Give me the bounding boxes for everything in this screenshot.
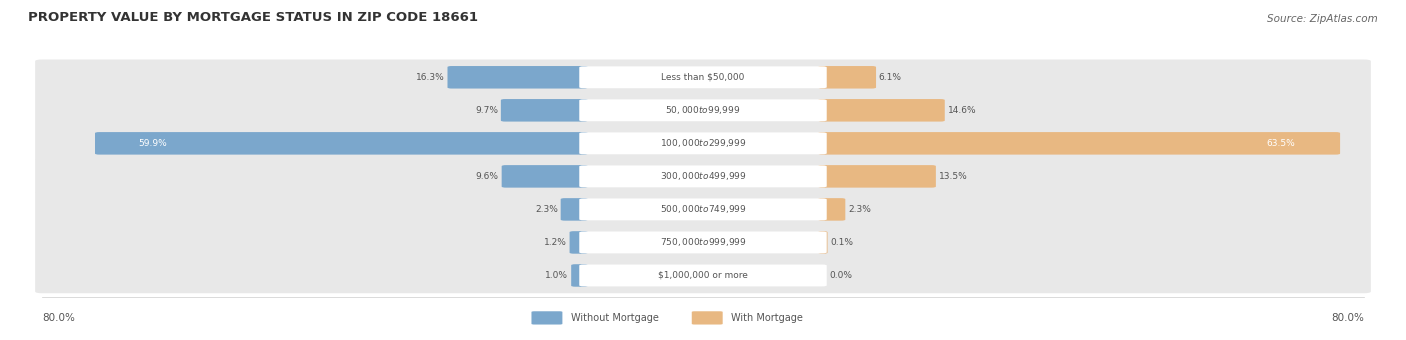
Text: 0.1%: 0.1%	[831, 238, 853, 247]
Text: 6.1%: 6.1%	[879, 73, 901, 82]
FancyBboxPatch shape	[35, 258, 1371, 293]
Text: 16.3%: 16.3%	[416, 73, 444, 82]
FancyBboxPatch shape	[579, 132, 827, 154]
Text: 80.0%: 80.0%	[42, 313, 75, 323]
FancyBboxPatch shape	[35, 158, 1371, 194]
FancyBboxPatch shape	[447, 66, 588, 88]
Text: Without Mortgage: Without Mortgage	[571, 313, 658, 323]
FancyBboxPatch shape	[818, 165, 936, 188]
FancyBboxPatch shape	[579, 232, 827, 253]
Text: 80.0%: 80.0%	[1331, 313, 1364, 323]
Text: 9.6%: 9.6%	[475, 172, 499, 181]
Text: 59.9%: 59.9%	[138, 139, 167, 148]
FancyBboxPatch shape	[561, 198, 588, 221]
FancyBboxPatch shape	[35, 192, 1371, 227]
FancyBboxPatch shape	[35, 225, 1371, 260]
Text: 14.6%: 14.6%	[948, 106, 976, 115]
Text: $1,000,000 or more: $1,000,000 or more	[658, 271, 748, 280]
Text: 0.0%: 0.0%	[830, 271, 852, 280]
FancyBboxPatch shape	[531, 311, 562, 324]
FancyBboxPatch shape	[571, 264, 588, 287]
Text: 63.5%: 63.5%	[1265, 139, 1295, 148]
FancyBboxPatch shape	[818, 66, 876, 88]
FancyBboxPatch shape	[35, 92, 1371, 128]
FancyBboxPatch shape	[818, 99, 945, 122]
FancyBboxPatch shape	[35, 125, 1371, 161]
Text: 2.3%: 2.3%	[848, 205, 870, 214]
Text: $500,000 to $749,999: $500,000 to $749,999	[659, 203, 747, 216]
Text: PROPERTY VALUE BY MORTGAGE STATUS IN ZIP CODE 18661: PROPERTY VALUE BY MORTGAGE STATUS IN ZIP…	[28, 11, 478, 24]
Text: 1.2%: 1.2%	[544, 238, 567, 247]
Text: 2.3%: 2.3%	[536, 205, 558, 214]
Text: With Mortgage: With Mortgage	[731, 313, 803, 323]
Text: 1.0%: 1.0%	[546, 271, 568, 280]
Text: $750,000 to $999,999: $750,000 to $999,999	[659, 236, 747, 249]
FancyBboxPatch shape	[818, 231, 828, 254]
FancyBboxPatch shape	[579, 166, 827, 187]
FancyBboxPatch shape	[579, 99, 827, 121]
FancyBboxPatch shape	[579, 265, 827, 286]
FancyBboxPatch shape	[502, 165, 588, 188]
FancyBboxPatch shape	[818, 132, 1340, 155]
FancyBboxPatch shape	[501, 99, 588, 122]
Text: 9.7%: 9.7%	[475, 106, 498, 115]
Text: Less than $50,000: Less than $50,000	[661, 73, 745, 82]
FancyBboxPatch shape	[96, 132, 588, 155]
FancyBboxPatch shape	[818, 198, 845, 221]
Text: $100,000 to $299,999: $100,000 to $299,999	[659, 137, 747, 149]
FancyBboxPatch shape	[579, 199, 827, 220]
Text: Source: ZipAtlas.com: Source: ZipAtlas.com	[1267, 14, 1378, 24]
FancyBboxPatch shape	[569, 231, 588, 254]
FancyBboxPatch shape	[35, 59, 1371, 95]
FancyBboxPatch shape	[579, 66, 827, 88]
Text: $50,000 to $99,999: $50,000 to $99,999	[665, 104, 741, 116]
FancyBboxPatch shape	[692, 311, 723, 324]
Text: 13.5%: 13.5%	[939, 172, 967, 181]
Text: $300,000 to $499,999: $300,000 to $499,999	[659, 170, 747, 182]
